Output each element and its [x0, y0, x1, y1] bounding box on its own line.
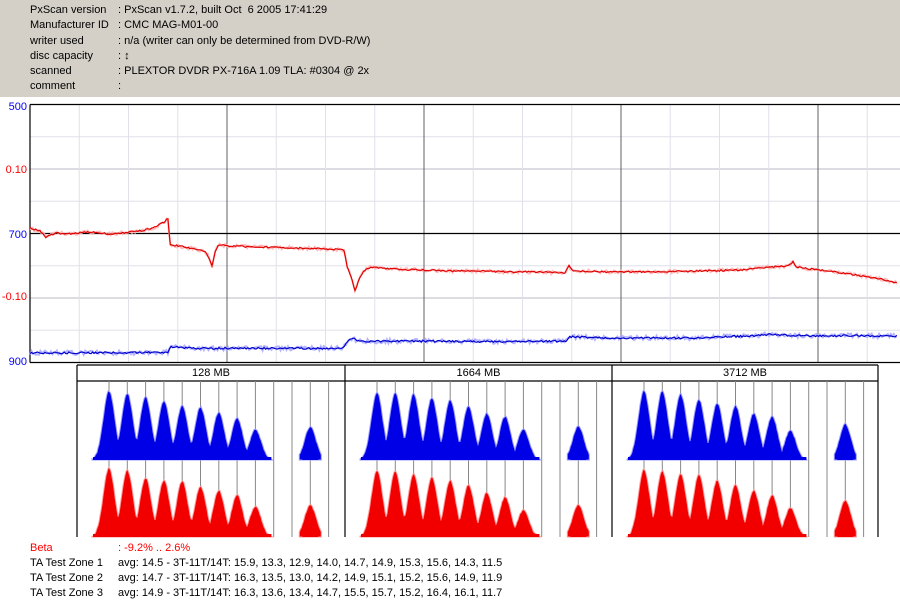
ta-zone-header-1: 128 MB [192, 367, 230, 379]
y-axis-label-700: 700 [8, 229, 27, 241]
info-value: : n/a (writer can only be determined fro… [118, 34, 371, 47]
beta-range-value: : -9.2% .. 2.6% [118, 542, 191, 554]
beta-row: Beta : -9.2% .. 2.6% [0, 541, 190, 556]
scan-info-panel: PxScan version : PxScan v1.7.2, built Oct… [0, 0, 900, 97]
info-value: : [118, 80, 122, 93]
info-row-writer: writer used : n/a (writer can only be det… [0, 34, 900, 49]
ta-zone3-values: avg: 14.9 - 3T-11T/14T: 16.3, 13.6, 13.4… [118, 587, 503, 599]
ta-zone1-row: TA Test Zone 1 avg: 14.5 - 3T-11T/14T: 15… [0, 556, 502, 571]
info-row-manufacturer: Manufacturer ID : CMC MAG-M01-00 [0, 18, 900, 33]
ta-zone3-label: TA Test Zone 3 [30, 587, 103, 599]
y-axis-label--0.10: -0.10 [1, 291, 27, 303]
ta-zone1-label: TA Test Zone 1 [30, 557, 103, 569]
info-label: comment [30, 80, 76, 93]
ta-zone1-values: avg: 14.5 - 3T-11T/14T: 15.9, 13.3, 12.9… [118, 557, 503, 569]
info-label: writer used [30, 34, 84, 47]
info-row-capacity: disc capacity : ↕ [0, 49, 900, 64]
info-row-version: PxScan version : PxScan v1.7.2, built Oct… [0, 3, 900, 18]
ta-zone2-values: avg: 14.7 - 3T-11T/14T: 16.3, 13.5, 13.0… [118, 572, 503, 584]
ta-zone-header-2: 1664 MB [456, 367, 501, 379]
info-value: : PLEXTOR DVDR PX-716A 1.09 TLA: #0304 @… [118, 65, 370, 78]
ta-zone3-row: TA Test Zone 3 avg: 14.9 - 3T-11T/14T: 16… [0, 586, 502, 601]
y-axis-label-900: 900 [8, 356, 27, 368]
info-value: : PxScan v1.7.2, built Oct 6 2005 17:41:… [118, 4, 328, 16]
info-label: Manufacturer ID [30, 19, 109, 32]
info-value: : CMC MAG-M01-00 [118, 19, 219, 32]
ta-zone2-label: TA Test Zone 2 [30, 572, 103, 584]
info-row-scanned: scanned : PLEXTOR DVDR PX-716A 1.09 TLA: … [0, 64, 900, 79]
info-label: PxScan version [30, 4, 107, 16]
ta-zone-header-3: 3712 MB [722, 367, 768, 379]
info-label: scanned [30, 65, 72, 78]
ta-zone2-row: TA Test Zone 2 avg: 14.7 - 3T-11T/14T: 16… [0, 571, 502, 586]
info-row-comment: comment: [0, 79, 900, 94]
y-axis-label-0.10: 0.10 [5, 164, 27, 176]
beta-label: Beta [30, 542, 53, 554]
y-axis-label-500: 500 [8, 101, 27, 113]
info-value: : ↕ [118, 49, 130, 62]
info-label: disc capacity [30, 49, 93, 62]
